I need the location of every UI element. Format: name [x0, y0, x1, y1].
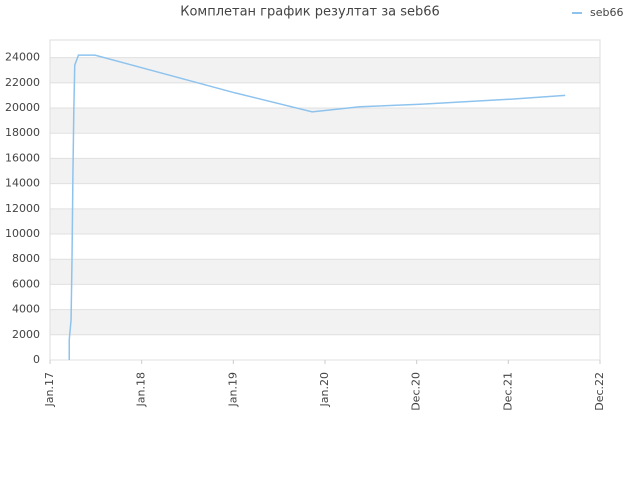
x-tick-label: Dec.20	[410, 372, 423, 411]
y-tick-label: 16000	[5, 151, 40, 164]
x-tick-label: Jan.20	[318, 372, 331, 407]
y-tick-label: 10000	[5, 227, 40, 240]
grid-band	[50, 309, 600, 335]
y-tick-label: 2000	[12, 328, 40, 341]
y-tick-label: 0	[33, 353, 40, 366]
chart-title: Комплетан график резултат за seb66	[180, 5, 440, 20]
x-tick-label: Dec.22	[593, 372, 606, 411]
y-tick-label: 6000	[12, 277, 40, 290]
y-tick-label: 22000	[5, 76, 40, 89]
y-tick-label: 8000	[12, 252, 40, 265]
y-tick-label: 14000	[5, 177, 40, 190]
legend-label: seb66	[590, 6, 623, 19]
y-tick-label: 24000	[5, 51, 40, 64]
data-line	[68, 54, 566, 360]
grid-band	[50, 208, 600, 235]
y-tick-label: 12000	[5, 202, 40, 215]
grid-band	[50, 259, 600, 285]
grid-band	[50, 57, 600, 83]
x-tick-label: Jan.19	[226, 372, 239, 407]
x-tick-label: Jan.17	[43, 372, 56, 407]
grid-band	[50, 158, 600, 184]
grid-band	[50, 108, 600, 134]
y-tick-label: 18000	[5, 126, 40, 139]
y-tick-label: 4000	[12, 303, 40, 316]
x-tick-label: Dec.21	[501, 372, 514, 411]
x-tick-label: Jan.18	[135, 372, 148, 407]
y-tick-label: 20000	[5, 101, 40, 114]
